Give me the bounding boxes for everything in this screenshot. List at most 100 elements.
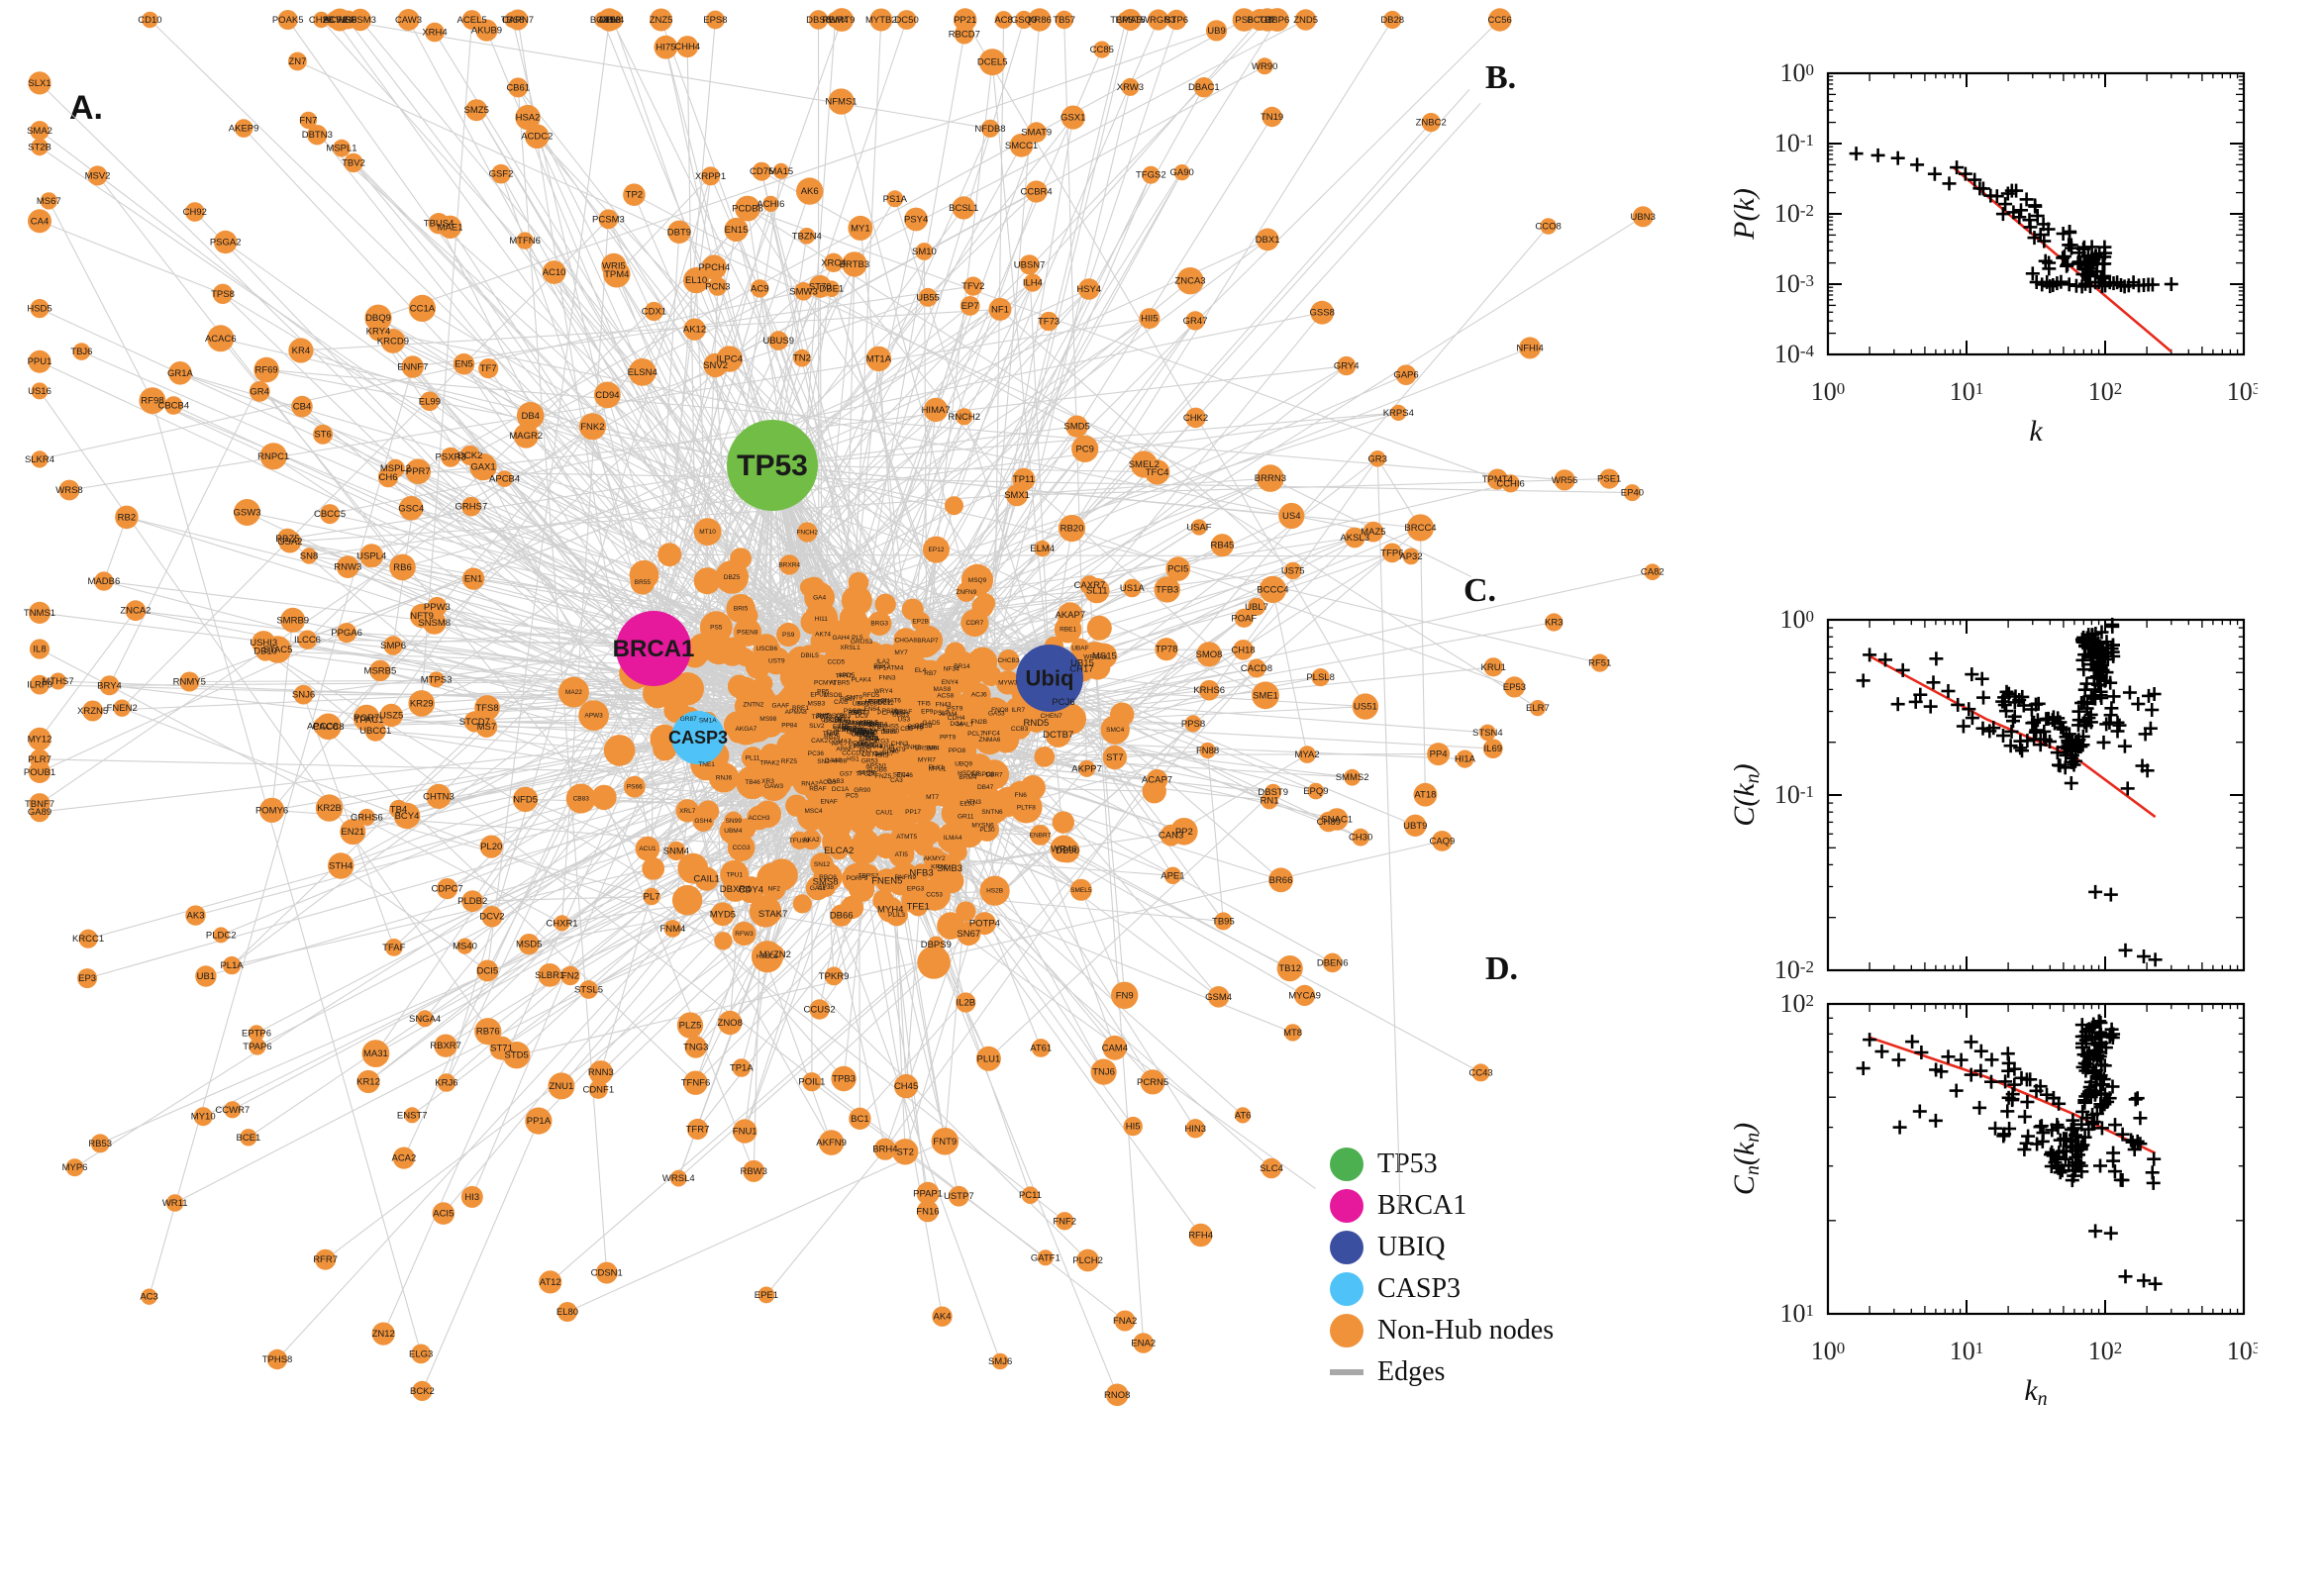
svg-text:ACA2: ACA2	[391, 1153, 416, 1164]
svg-text:RFH4: RFH4	[1188, 1231, 1213, 1242]
svg-text:PL30: PL30	[979, 827, 995, 834]
svg-text:DBEN6: DBEN6	[1317, 957, 1349, 968]
svg-text:KR12: KR12	[356, 1077, 380, 1088]
svg-text:DB47: DB47	[977, 784, 994, 791]
svg-text:PS6: PS6	[1235, 15, 1253, 26]
svg-text:CHCB3: CHCB3	[997, 657, 1019, 664]
svg-text:MT1A: MT1A	[866, 353, 892, 364]
svg-text:TB95: TB95	[1212, 916, 1235, 927]
svg-text:CC1A: CC1A	[410, 303, 436, 314]
svg-text:GAP6: GAP6	[1393, 370, 1418, 381]
svg-text:EN5: EN5	[454, 359, 472, 370]
svg-text:STSN4: STSN4	[1472, 728, 1503, 739]
svg-text:AT6: AT6	[1235, 1110, 1252, 1121]
svg-text:EPQ9: EPQ9	[1303, 786, 1328, 797]
svg-text:CDR7: CDR7	[966, 620, 984, 627]
svg-text:ELM4: ELM4	[1030, 544, 1055, 554]
svg-text:MYZN2: MYZN2	[759, 949, 791, 960]
svg-text:DBT9: DBT9	[667, 227, 691, 238]
svg-text:USAF: USAF	[1186, 523, 1212, 534]
svg-text:TPB3: TPB3	[832, 1074, 856, 1085]
svg-text:SN67: SN67	[957, 929, 980, 940]
svg-text:ACU1: ACU1	[639, 846, 656, 852]
svg-text:ENY4: ENY4	[942, 679, 959, 686]
svg-text:IL2B: IL2B	[957, 998, 976, 1009]
svg-text:k: k	[2029, 415, 2043, 448]
svg-text:PP5: PP5	[817, 688, 830, 695]
svg-text:APE1: APE1	[1161, 870, 1184, 881]
svg-text:RF3: RF3	[840, 720, 853, 727]
svg-text:PSEN8: PSEN8	[737, 630, 758, 637]
svg-text:XRL7: XRL7	[679, 808, 696, 815]
svg-text:PPAP1: PPAP1	[913, 1188, 943, 1199]
svg-text:RB6: RB6	[393, 562, 411, 573]
svg-text:MSD5: MSD5	[516, 940, 542, 950]
svg-text:MSPC8: MSPC8	[972, 771, 995, 778]
svg-text:SNGA4: SNGA4	[409, 1014, 441, 1025]
svg-text:TFV2: TFV2	[961, 281, 984, 292]
svg-text:US51: US51	[1354, 702, 1377, 713]
svg-text:EP7: EP7	[961, 301, 979, 312]
svg-text:SMP6: SMP6	[380, 641, 406, 651]
svg-text:CA3: CA3	[890, 777, 903, 784]
svg-text:UBM4: UBM4	[724, 828, 742, 835]
svg-text:AKMY2: AKMY2	[924, 855, 946, 862]
svg-text:RF1: RF1	[874, 665, 887, 672]
svg-text:AT18: AT18	[1414, 790, 1436, 801]
svg-text:BRH4: BRH4	[872, 1145, 897, 1155]
svg-text:CB61: CB61	[506, 82, 530, 93]
svg-text:ZNU1: ZNU1	[549, 1081, 573, 1092]
svg-text:HS2B: HS2B	[986, 888, 1003, 895]
svg-text:RND5: RND5	[1023, 718, 1049, 729]
svg-text:MS15: MS15	[1092, 651, 1117, 662]
svg-text:SMB3: SMB3	[937, 863, 962, 874]
svg-text:WR11: WR11	[162, 1198, 188, 1209]
svg-text:FN9: FN9	[1116, 990, 1134, 1001]
svg-text:EN21: EN21	[341, 827, 364, 838]
svg-text:HSA2: HSA2	[516, 113, 541, 124]
svg-text:ACS8: ACS8	[937, 693, 954, 700]
svg-text:ATM4: ATM4	[886, 664, 903, 671]
svg-text:NFD5: NFD5	[513, 794, 538, 805]
svg-text:TPU1: TPU1	[726, 871, 743, 878]
svg-text:CAU1: CAU1	[875, 809, 893, 816]
svg-text:GAW3: GAW3	[764, 783, 783, 790]
svg-text:ZN7: ZN7	[288, 56, 306, 67]
svg-text:SM10: SM10	[912, 247, 937, 257]
svg-text:MA22: MA22	[565, 689, 582, 696]
svg-text:GR4: GR4	[250, 386, 269, 397]
svg-text:SMA2: SMA2	[27, 126, 52, 137]
svg-text:TFUS9: TFUS9	[789, 838, 810, 845]
svg-text:AK74: AK74	[815, 632, 831, 639]
svg-text:CAW3: CAW3	[395, 15, 422, 26]
svg-text:AKFN9: AKFN9	[816, 1138, 847, 1148]
svg-text:PSGA2: PSGA2	[210, 238, 242, 249]
svg-text:USTP7: USTP7	[944, 1191, 974, 1202]
svg-text:UBN3: UBN3	[1631, 212, 1656, 223]
svg-text:SL11: SL11	[1086, 586, 1107, 597]
svg-text:PCDB8: PCDB8	[732, 204, 763, 215]
svg-text:CHH4: CHH4	[674, 42, 700, 52]
svg-text:BCCC4: BCCC4	[1257, 584, 1288, 595]
svg-text:CHGA8: CHGA8	[895, 638, 918, 645]
svg-text:AT12: AT12	[540, 1277, 561, 1288]
svg-text:PLU1: PLU1	[977, 1053, 1001, 1064]
svg-text:SNV2: SNV2	[703, 360, 728, 371]
svg-text:Ubiq: Ubiq	[1026, 665, 1074, 690]
svg-text:GSS8: GSS8	[1310, 308, 1335, 319]
svg-text:HII5: HII5	[1141, 314, 1158, 325]
svg-text:MSRB5: MSRB5	[364, 665, 397, 676]
svg-text:STAK7: STAK7	[758, 909, 787, 920]
svg-text:BCY4: BCY4	[395, 811, 420, 822]
svg-text:MSPL1: MSPL1	[326, 144, 356, 154]
svg-text:CARN7: CARN7	[502, 15, 534, 26]
svg-text:PL11: PL11	[746, 754, 760, 761]
svg-text:SMMS2: SMMS2	[1336, 772, 1369, 783]
svg-text:UBT9: UBT9	[1403, 821, 1427, 832]
svg-text:ENBR7: ENBR7	[1030, 832, 1052, 839]
svg-text:PCJ6: PCJ6	[1052, 697, 1074, 708]
svg-text:PSXR3: PSXR3	[436, 452, 466, 463]
svg-text:BRRN3: BRRN3	[1255, 473, 1286, 484]
svg-text:MYD5: MYD5	[710, 909, 736, 920]
svg-text:TPS8: TPS8	[211, 289, 235, 300]
